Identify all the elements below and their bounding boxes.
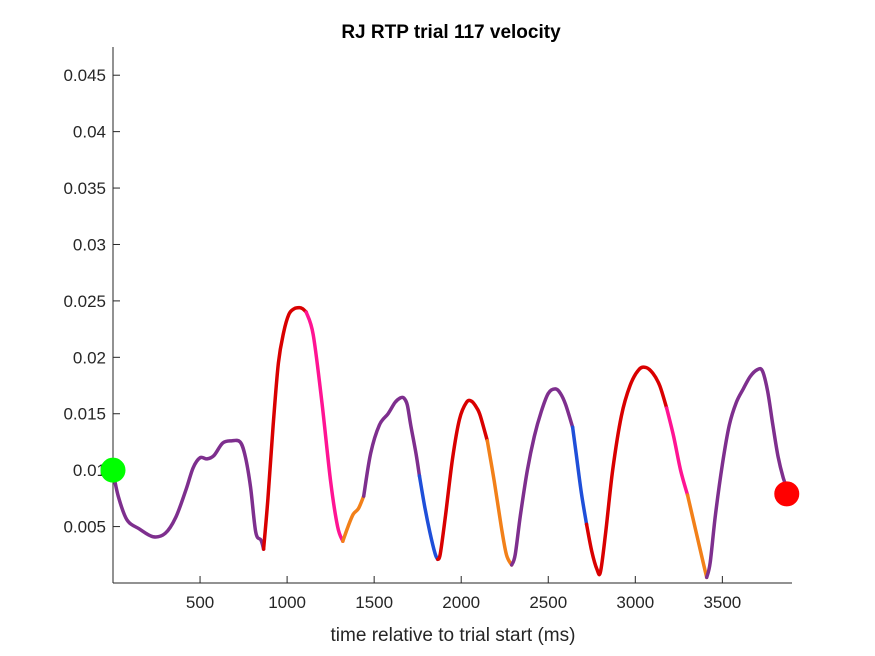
velocity-segment-0-purple xyxy=(111,438,266,551)
velocity-segment-4-purple xyxy=(361,395,422,498)
velocity-segment-2-pink xyxy=(304,310,345,543)
y-tick-label: 0.025 xyxy=(63,292,106,311)
velocity-segment-3-orange xyxy=(341,494,366,543)
y-tick-label: 0.015 xyxy=(63,405,106,424)
velocity-segment-13-purple xyxy=(704,366,789,580)
series-layer xyxy=(111,305,789,580)
x-tick-label: 1500 xyxy=(355,593,393,612)
velocity-segment-6-red xyxy=(435,398,490,562)
x-tick-label: 2000 xyxy=(442,593,480,612)
end-marker xyxy=(774,481,800,507)
plot-area: 500 1000 1500 2000 2500 3000 3500 0.005 0.01 0.01… xyxy=(63,47,800,612)
y-tick-label: 0.045 xyxy=(63,66,106,85)
velocity-segment-7-orange xyxy=(485,439,514,567)
y-tick-label: 0.03 xyxy=(73,235,106,254)
start-marker xyxy=(100,457,126,483)
x-tick-label: 1000 xyxy=(268,593,306,612)
velocity-segment-10-red xyxy=(584,365,669,577)
velocity-segment-1-red xyxy=(261,305,308,551)
axes: 500 1000 1500 2000 2500 3000 3500 0.005 0.01 0.01… xyxy=(63,47,792,612)
x-axis-title: time relative to trial start (ms) xyxy=(331,625,576,646)
velocity-segment-11-pink xyxy=(664,406,690,497)
y-tick-label: 0.035 xyxy=(63,179,106,198)
velocity-segment-9-blue xyxy=(570,425,589,527)
y-tick-label: 0.04 xyxy=(73,123,106,142)
x-tick-label: 3500 xyxy=(703,593,741,612)
x-tick-label: 500 xyxy=(186,593,214,612)
chart-title: RJ RTP trial 117 velocity xyxy=(341,22,561,43)
velocity-segment-8-purple xyxy=(509,387,575,567)
x-tick-label: 3000 xyxy=(616,593,654,612)
marker-layer xyxy=(100,457,800,507)
y-tick-label: 0.02 xyxy=(73,348,106,367)
y-tick-label: 0.01 xyxy=(73,461,106,480)
velocity-segment-12-orange xyxy=(685,493,709,580)
y-tick-label: 0.005 xyxy=(63,518,106,537)
x-tick-label: 2500 xyxy=(529,593,567,612)
velocity-segment-5-blue xyxy=(417,474,440,562)
